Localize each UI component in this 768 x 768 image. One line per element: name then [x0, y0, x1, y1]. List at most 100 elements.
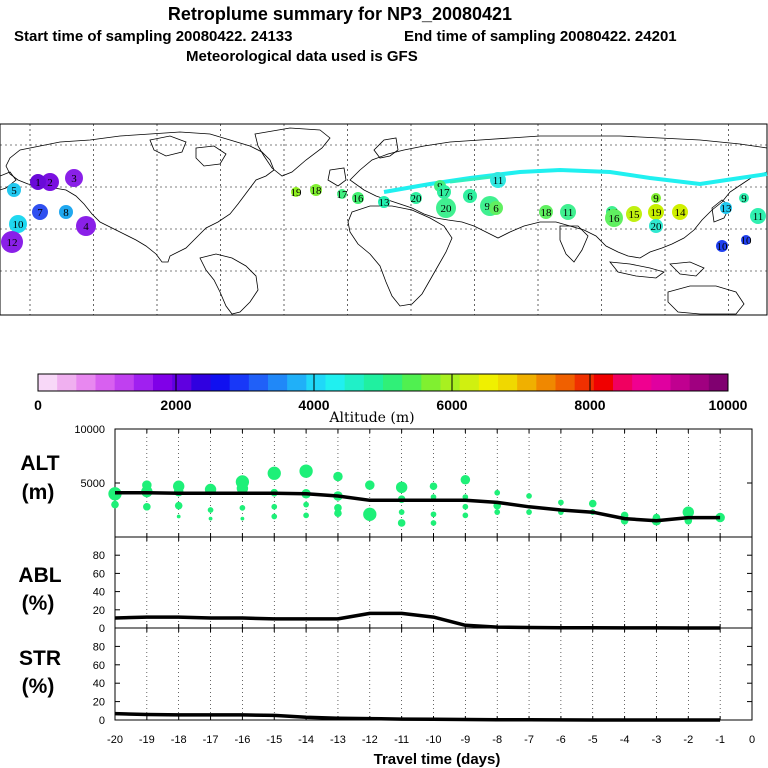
plume-marker-dot: [41, 173, 59, 191]
altitude-cluster-point: [430, 511, 437, 518]
altitude-cluster-point: [430, 494, 437, 500]
plume-marker-label: 13: [379, 197, 391, 209]
y-tick-label: 60: [93, 568, 105, 580]
plume-marker: 17: [437, 185, 451, 199]
series-line-abl: [114, 611, 721, 630]
panel-ylabel: STR: [19, 647, 61, 670]
colorbar-tick-label: 2000: [160, 397, 191, 413]
y-tick-label: 20: [93, 697, 105, 709]
colorbar-cell: [57, 374, 77, 391]
colorbar-tick-label: 4000: [298, 397, 329, 413]
plume-marker-dot: [649, 219, 663, 233]
plume-marker-label: 10: [741, 235, 753, 247]
altitude-cluster-point: [143, 502, 151, 511]
plume-marker-label: 1: [35, 177, 41, 189]
x-tick-label: -17: [203, 734, 219, 746]
y-tick-label: 80: [93, 550, 105, 562]
colorbar-cell: [287, 374, 307, 391]
panel-abl: 80 60 40 20 0 ABL (%): [18, 536, 753, 635]
colorbar-cell: [229, 374, 250, 391]
plume-marker-label: 6: [493, 203, 499, 215]
colorbar-cell: [478, 374, 499, 391]
plume-marker: 11: [750, 208, 766, 224]
colorbar-cell: [133, 374, 154, 391]
colorbar-cell: [191, 374, 211, 391]
plume-marker-dot: [378, 196, 390, 208]
colorbar-cell: [172, 374, 192, 391]
y-tick-label: 5000: [81, 478, 105, 490]
plume-marker-dot: [605, 209, 623, 227]
plume-marker-label: 9: [653, 193, 659, 205]
x-tick-label: -9: [460, 734, 470, 746]
colorbar-cell: [210, 374, 231, 391]
plume-marker: 2: [41, 173, 59, 191]
plume-marker-dot: [436, 198, 456, 218]
plume-marker: 11: [490, 172, 506, 188]
colorbar-cell: [632, 374, 652, 391]
plume-marker-dot: [560, 204, 576, 220]
altitude-cluster-point: [395, 481, 408, 494]
colorbar-cell: [689, 374, 710, 391]
plume-marker: 18: [310, 184, 322, 197]
colorbar-cell: [574, 374, 595, 391]
x-tick-label: -7: [524, 734, 534, 746]
altitude-cluster-point: [526, 509, 532, 516]
plume-markers: 5231710124819181716132091761120916181117…: [1, 169, 766, 253]
plume-marker-dot: [32, 204, 48, 220]
x-tick-label: -8: [492, 734, 502, 746]
x-tick-label: -14: [298, 734, 314, 746]
plume-marker-label: 5: [11, 185, 17, 197]
altitude-cluster-point: [208, 516, 213, 521]
plume-marker-dot: [291, 187, 301, 197]
altitude-cluster-point: [271, 503, 278, 510]
plume-marker-dot: [9, 215, 27, 233]
altitude-cluster-point: [333, 471, 343, 482]
colorbar-cell: [153, 374, 173, 391]
plume-marker-dot: [490, 172, 506, 188]
colorbar-cell: [440, 374, 461, 391]
colorbar-tick-label: 8000: [574, 397, 605, 413]
plume-marker: 10: [741, 235, 753, 247]
page-title: Retroplume summary for NP3_20080421: [168, 4, 512, 24]
plume-marker: 1: [30, 174, 46, 190]
plume-marker-label: 18: [311, 185, 323, 197]
panel-alt: 10000 5000 ALT (m): [20, 424, 753, 538]
altitude-cluster-point: [299, 464, 313, 478]
plume-marker-dot: [648, 204, 664, 220]
colorbar-cell: [670, 374, 691, 391]
plume-marker: 14: [672, 204, 688, 220]
colorbar-cell: [38, 374, 58, 391]
plume-marker: 6: [489, 201, 503, 215]
y-tick-label: 10000: [74, 424, 105, 436]
altitude-cluster-point: [240, 516, 245, 521]
plume-marker-label: 16: [609, 213, 621, 225]
altitude-cluster-point: [271, 513, 278, 520]
plume-marker-dot: [310, 184, 322, 196]
plume-marker-label: 16: [353, 193, 365, 205]
altitude-cluster-point: [462, 512, 469, 519]
series-line-alt: [115, 490, 721, 523]
altitude-colorbar: 0 2000 4000 6000 8000 10000 Altitude (m): [34, 373, 748, 426]
altitude-cluster-point: [588, 499, 597, 508]
x-axis-title: Travel time (days): [374, 751, 501, 768]
x-tick-label: -1: [715, 734, 725, 746]
y-tick-label: 0: [99, 623, 105, 635]
plume-marker-dot: [76, 216, 96, 236]
colorbar-cell: [325, 374, 346, 391]
colorbar-cell: [383, 374, 403, 391]
altitude-cluster-point: [303, 512, 309, 519]
altitude-cluster-point: [397, 519, 406, 527]
plume-marker-dot: [739, 193, 749, 203]
x-tick-label: -20: [107, 734, 123, 746]
panel-ylabel: ABL: [18, 564, 61, 587]
plume-marker: 7: [32, 204, 48, 220]
plume-marker-label: 10: [13, 219, 25, 231]
plume-marker-dot: [59, 205, 73, 219]
plume-marker-label: 6: [467, 191, 473, 203]
plume-marker: 3: [65, 169, 83, 187]
altitude-cluster-point: [460, 475, 471, 485]
plume-marker: 12: [1, 231, 23, 253]
colorbar-title: Altitude (m): [328, 410, 414, 426]
plume-marker: 16: [352, 192, 364, 205]
